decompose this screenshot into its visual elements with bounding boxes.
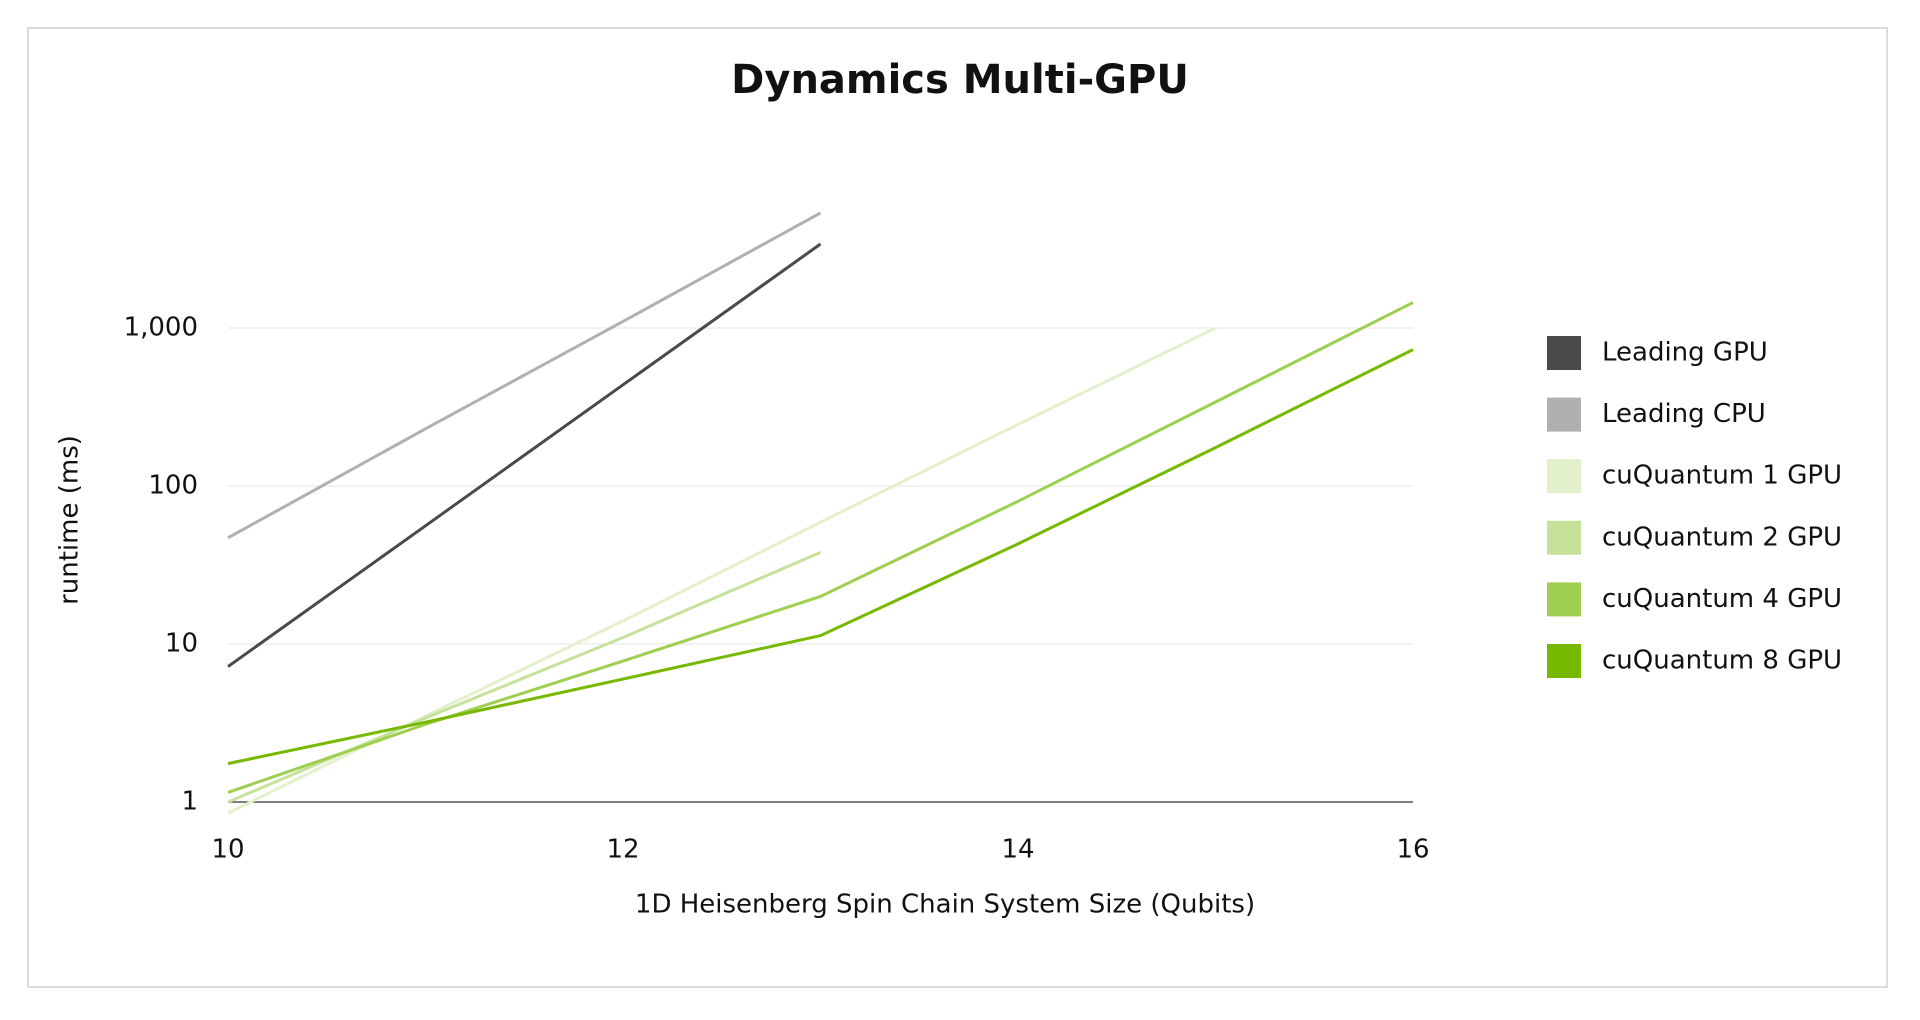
x-tick-label: 14 xyxy=(1001,835,1034,865)
x-axis-label: 1D Heisenberg Spin Chain System Size (Qu… xyxy=(635,890,1255,920)
x-tick-label: 12 xyxy=(606,835,639,865)
x-tick-label: 16 xyxy=(1396,835,1429,865)
chart-title: Dynamics Multi-GPU xyxy=(731,57,1189,103)
x-tick-label: 10 xyxy=(211,835,244,865)
y-tick-label: 10 xyxy=(165,629,198,659)
legend-swatch xyxy=(1547,582,1581,617)
legend-swatch xyxy=(1547,520,1581,555)
legend-swatch xyxy=(1547,397,1581,432)
legend-swatch xyxy=(1547,336,1581,370)
series-line xyxy=(227,301,1414,794)
legend-label: cuQuantum 4 GPU xyxy=(1602,584,1842,614)
legend-swatch xyxy=(1547,459,1581,494)
series-line xyxy=(227,242,822,668)
series-line xyxy=(227,211,822,540)
y-tick-label: 1,000 xyxy=(124,313,198,343)
legend-swatch xyxy=(1547,644,1581,678)
y-tick-label: 100 xyxy=(148,471,198,501)
chart-frame xyxy=(27,27,1888,988)
y-axis-label: runtime (ms) xyxy=(55,435,85,605)
y-tick-label: 1 xyxy=(181,787,198,817)
legend-label: cuQuantum 8 GPU xyxy=(1602,646,1842,676)
legend-label: cuQuantum 1 GPU xyxy=(1602,461,1842,491)
legend-label: cuQuantum 2 GPU xyxy=(1602,522,1842,552)
legend-label: Leading CPU xyxy=(1602,399,1766,429)
series-line xyxy=(227,348,1414,766)
legend-label: Leading GPU xyxy=(1602,338,1768,368)
